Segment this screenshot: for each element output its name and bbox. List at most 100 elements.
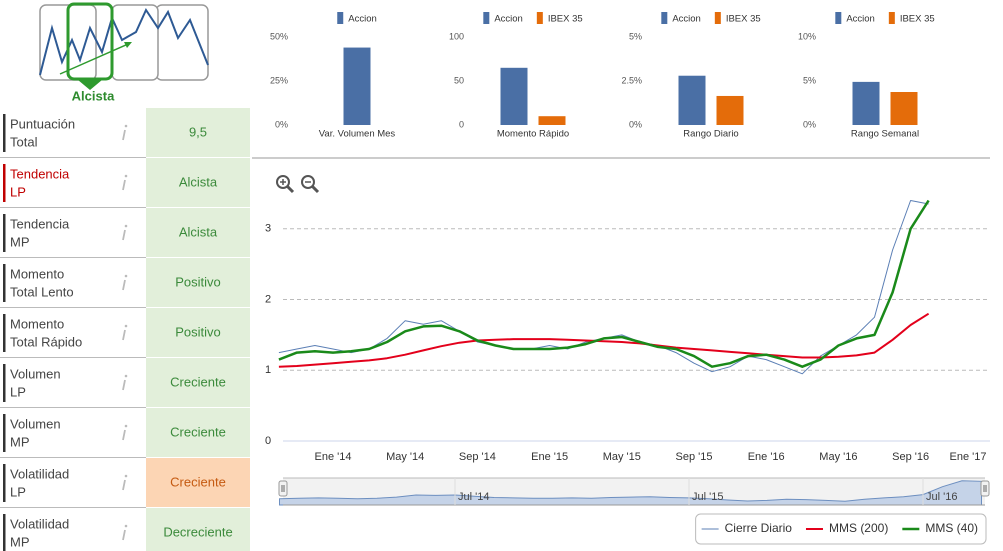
legend-label: Accion <box>672 14 701 25</box>
value-cell <box>146 308 250 357</box>
row-label: LP <box>10 484 26 499</box>
info-dot <box>124 424 128 428</box>
info-dot <box>124 324 128 328</box>
x-tick-label: Momento Rápido <box>497 129 569 140</box>
bar <box>538 116 566 125</box>
line-series <box>278 199 930 368</box>
row-label: MP <box>10 234 30 249</box>
bar <box>852 81 880 125</box>
info-dot <box>124 124 128 128</box>
info-dot <box>124 374 128 378</box>
zoom-in[interactable] <box>276 175 295 194</box>
row-label: LP <box>10 384 26 399</box>
bar <box>343 47 371 126</box>
navigator-label: Jul '16 <box>926 491 957 503</box>
y-tick-label: 0% <box>275 119 288 129</box>
y-tick-label: 1 <box>265 364 271 376</box>
navigator-handle[interactable] <box>278 480 288 497</box>
bar <box>716 95 744 125</box>
x-tick-label: May '15 <box>603 451 641 463</box>
row-label: MP <box>10 434 30 449</box>
info-stem <box>122 229 126 241</box>
legend-swatch <box>483 12 490 24</box>
legend-label: MMS (200) <box>829 521 888 535</box>
info-stem <box>122 379 126 391</box>
row-value: Creciente <box>170 374 226 389</box>
y-tick-label: 3 <box>265 223 271 235</box>
info-icon[interactable] <box>122 124 128 141</box>
x-tick-label: Sep '15 <box>676 451 713 463</box>
legend-swatch <box>661 12 668 24</box>
info-icon[interactable] <box>122 324 128 341</box>
value-cell <box>146 458 250 507</box>
info-icon[interactable] <box>122 374 128 391</box>
zoom-out[interactable] <box>301 175 320 194</box>
row-label: Puntuación <box>10 116 75 131</box>
legend-swatch <box>714 12 721 24</box>
info-stem <box>122 429 126 441</box>
info-icon[interactable] <box>122 524 128 541</box>
y-tick-label: 0 <box>265 435 271 447</box>
info-icon[interactable] <box>122 424 128 441</box>
navigator-handle[interactable] <box>980 480 990 497</box>
info-stem <box>122 129 126 141</box>
signal-icon <box>39 2 209 90</box>
bar <box>678 75 706 125</box>
legend: Accion <box>337 12 377 25</box>
info-dot <box>124 224 128 228</box>
row-accent <box>3 364 6 402</box>
handle-box <box>980 480 990 497</box>
x-tick-label: Ene '15 <box>531 451 568 463</box>
x-tick-label: May '16 <box>819 451 857 463</box>
info-icon[interactable] <box>122 474 128 491</box>
legend-swatch <box>337 12 344 24</box>
value-cell <box>146 408 250 457</box>
row-label: MP <box>10 534 30 549</box>
row-label: Tendencia <box>10 216 70 231</box>
value-cell <box>146 508 250 551</box>
value-cell <box>146 258 250 307</box>
y-tick-label: 0 <box>459 119 464 129</box>
y-tick-label: 25% <box>270 75 288 85</box>
y-tick-label: 2 <box>265 293 271 305</box>
row-accent <box>3 114 6 152</box>
y-tick-label: 5% <box>803 75 816 85</box>
row-accent <box>3 264 6 302</box>
y-tick-label: 100 <box>449 31 464 41</box>
legend-label: MMS (40) <box>925 521 978 535</box>
row-label: Total <box>10 134 38 149</box>
navigator-label: Jul '15 <box>692 491 723 503</box>
x-tick-label: Sep '16 <box>892 451 929 463</box>
info-stem <box>122 529 126 541</box>
info-dot <box>124 474 128 478</box>
row-value: Alcista <box>179 224 218 239</box>
row-label: LP <box>10 184 26 199</box>
line-series <box>278 200 929 375</box>
value-cell <box>146 208 250 257</box>
row-label: Momento <box>10 266 64 281</box>
info-icon[interactable] <box>122 274 128 291</box>
y-tick-label: 50% <box>270 31 288 41</box>
y-tick-label: 50 <box>454 75 464 85</box>
info-icon[interactable] <box>122 174 128 191</box>
row-label: Total Lento <box>10 284 74 299</box>
row-value: Decreciente <box>163 524 232 539</box>
x-tick-label: Ene '17 <box>950 451 987 463</box>
row-accent <box>3 514 6 551</box>
row-label: Momento <box>10 316 64 331</box>
x-tick-label: Ene '14 <box>315 451 352 463</box>
value-cell <box>146 108 250 157</box>
legend: Cierre Diario MMS (200) MMS (40) <box>695 513 987 545</box>
row-label: Volumen <box>10 416 61 431</box>
row-label: Total Rápido <box>10 334 82 349</box>
info-icon[interactable] <box>122 224 128 241</box>
info-stem <box>122 179 126 191</box>
bar <box>500 67 528 125</box>
value-cell <box>146 358 250 407</box>
legend: Accion IBEX 35 <box>835 12 935 25</box>
signal-label: Alcista <box>72 88 115 103</box>
legend-box <box>695 513 987 545</box>
info-stem <box>122 329 126 341</box>
row-accent <box>3 464 6 502</box>
